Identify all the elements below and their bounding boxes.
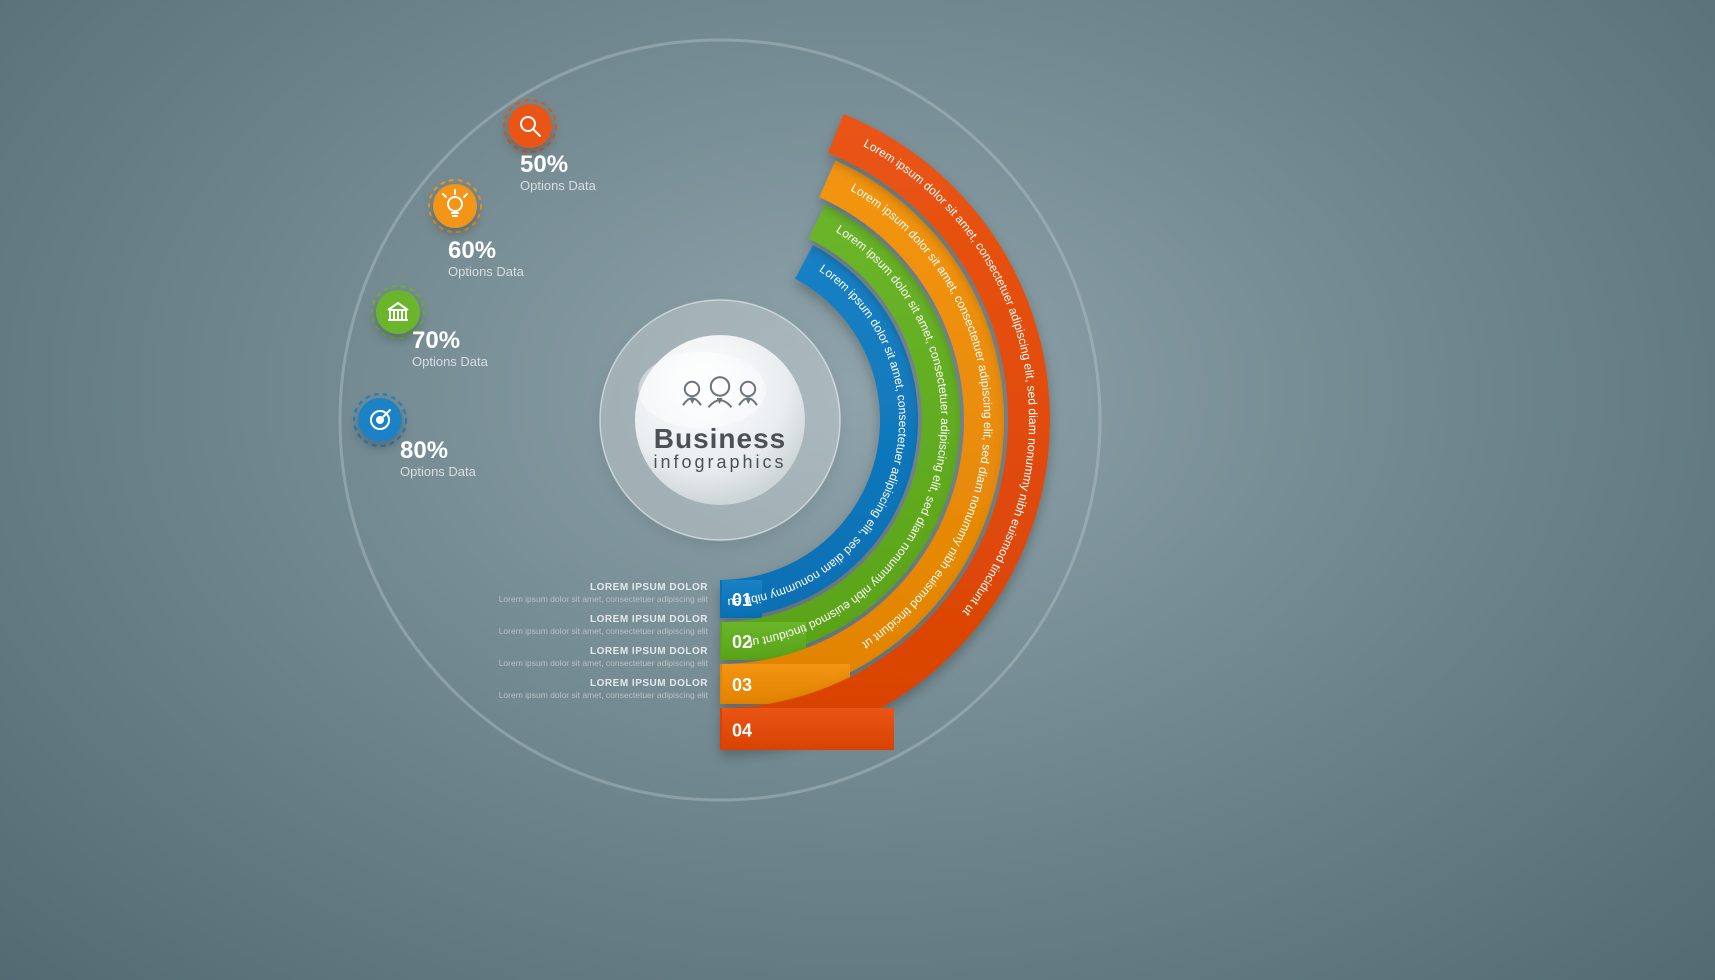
option-subtext: Options Data bbox=[412, 354, 489, 369]
legend-title: LOREM IPSUM DOLOR bbox=[590, 646, 708, 657]
option-percent: 80% bbox=[400, 437, 448, 464]
legend-body: Lorem ipsum dolor sit amet, consectetuer… bbox=[499, 658, 709, 668]
option-percent: 50% bbox=[520, 151, 568, 178]
option-subtext: Options Data bbox=[400, 464, 477, 479]
infographic-canvas: 01Lorem ipsum dolor sit amet, consectetu… bbox=[0, 0, 1715, 980]
option-badge bbox=[429, 180, 481, 232]
option-badge bbox=[354, 394, 406, 446]
option-subtext: Options Data bbox=[520, 178, 597, 193]
legend-body: Lorem ipsum dolor sit amet, consectetuer… bbox=[499, 594, 709, 604]
legend-body: Lorem ipsum dolor sit amet, consectetuer… bbox=[499, 690, 709, 700]
arc-number: 02 bbox=[732, 632, 752, 652]
option-percent: 70% bbox=[412, 327, 460, 354]
center-title-line2: infographics bbox=[653, 452, 786, 472]
center-title-line1: Business bbox=[654, 423, 787, 454]
arc-number: 03 bbox=[732, 675, 752, 695]
legend-title: LOREM IPSUM DOLOR bbox=[590, 614, 708, 625]
legend-body: Lorem ipsum dolor sit amet, consectetuer… bbox=[499, 626, 709, 636]
option-badge bbox=[504, 100, 556, 152]
option-percent: 60% bbox=[448, 237, 496, 264]
legend-title: LOREM IPSUM DOLOR bbox=[590, 678, 708, 689]
legend-title: LOREM IPSUM DOLOR bbox=[590, 582, 708, 593]
option-subtext: Options Data bbox=[448, 264, 525, 279]
arc-number: 04 bbox=[732, 721, 752, 741]
center-shine bbox=[638, 352, 766, 429]
